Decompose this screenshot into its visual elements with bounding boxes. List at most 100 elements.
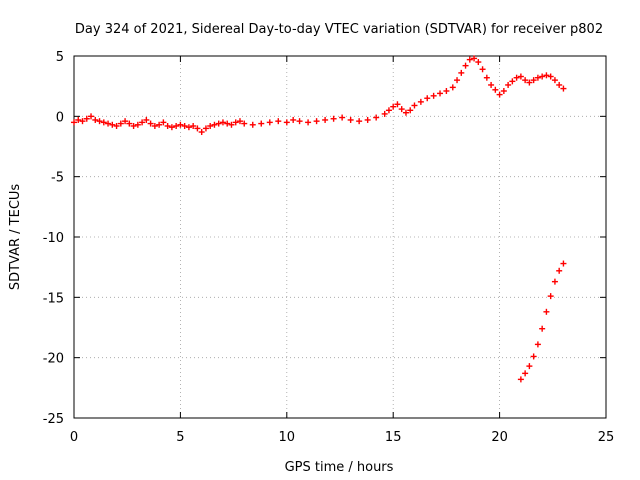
data-point xyxy=(79,118,86,125)
data-point xyxy=(134,121,141,128)
data-point xyxy=(530,353,537,360)
x-axis-label: GPS time / hours xyxy=(285,460,394,475)
data-point xyxy=(117,120,124,127)
data-point xyxy=(275,118,282,125)
data-point xyxy=(168,124,175,131)
data-point xyxy=(258,120,265,127)
y-tick-label: -10 xyxy=(43,231,64,246)
data-point xyxy=(177,121,184,128)
data-point xyxy=(543,308,550,315)
data-point xyxy=(551,278,558,285)
data-point xyxy=(215,120,222,127)
data-point xyxy=(454,77,461,84)
x-tick-label: 10 xyxy=(279,430,296,445)
data-point xyxy=(488,81,495,88)
data-point xyxy=(347,116,354,123)
data-point xyxy=(211,121,218,128)
data-point xyxy=(500,87,507,94)
data-point xyxy=(534,341,541,348)
data-point xyxy=(156,121,163,128)
data-point xyxy=(394,101,401,108)
data-point xyxy=(164,122,171,129)
data-point xyxy=(313,118,320,125)
data-point xyxy=(109,121,116,128)
data-point xyxy=(479,66,486,73)
data-point xyxy=(147,120,154,127)
data-point xyxy=(305,119,312,126)
x-tick-label: 25 xyxy=(598,430,615,445)
data-point xyxy=(185,124,192,131)
data-point xyxy=(437,90,444,97)
data-point xyxy=(522,370,529,377)
data-point xyxy=(83,115,90,122)
data-point xyxy=(539,325,546,332)
data-point xyxy=(449,84,456,91)
y-tick-label: 5 xyxy=(56,50,64,65)
data-point xyxy=(560,85,567,92)
data-point xyxy=(402,109,409,116)
data-point xyxy=(411,102,418,109)
data-point xyxy=(517,376,524,383)
data-point xyxy=(505,81,512,88)
data-point xyxy=(143,116,150,123)
y-tick-label: -25 xyxy=(43,412,64,427)
data-point xyxy=(475,59,482,66)
axis-ticks: 0 5 10 15 20 25 5 0 -5 -10 -15 -20 -25 xyxy=(43,50,615,445)
data-point xyxy=(105,120,112,127)
y-axis-label: SDTVAR / TECUs xyxy=(8,184,23,291)
data-point xyxy=(290,116,297,123)
data-point xyxy=(471,55,478,62)
data-point xyxy=(381,110,388,117)
data-point xyxy=(202,125,209,132)
data-point xyxy=(100,119,107,126)
data-point xyxy=(92,116,99,123)
data-point xyxy=(181,122,188,129)
data-point xyxy=(224,120,231,127)
data-point xyxy=(462,62,469,69)
data-point xyxy=(283,119,290,126)
data-point xyxy=(339,114,346,121)
data-point xyxy=(126,120,133,127)
data-point xyxy=(113,122,120,129)
data-point xyxy=(522,77,529,84)
data-point xyxy=(198,129,205,136)
data-point xyxy=(249,121,256,128)
data-point xyxy=(373,114,380,121)
data-point xyxy=(241,120,248,127)
data-point xyxy=(547,73,554,80)
data-point xyxy=(194,125,201,132)
data-point xyxy=(526,79,533,86)
data-point xyxy=(543,72,550,79)
y-tick-label: 0 xyxy=(56,110,64,125)
x-tick-label: 0 xyxy=(70,430,78,445)
data-point xyxy=(88,113,95,120)
chart-title: Day 324 of 2021, Sidereal Day-to-day VTE… xyxy=(75,22,603,37)
data-point xyxy=(417,98,424,105)
data-point xyxy=(151,122,158,129)
data-point xyxy=(130,122,137,129)
y-tick-label: -5 xyxy=(51,171,64,186)
data-point xyxy=(385,107,392,114)
data-point xyxy=(551,77,558,84)
data-point xyxy=(492,86,499,93)
y-tick-label: -20 xyxy=(43,352,64,367)
data-point xyxy=(556,81,563,88)
data-point xyxy=(496,91,503,98)
data-point xyxy=(424,95,431,102)
x-tick-label: 15 xyxy=(385,430,402,445)
data-point xyxy=(75,116,82,123)
data-point xyxy=(296,118,303,125)
x-tick-label: 20 xyxy=(491,430,508,445)
data-point xyxy=(458,69,465,76)
data-point xyxy=(232,119,239,126)
data-point xyxy=(509,78,516,85)
data-point xyxy=(122,118,129,125)
grid-lines xyxy=(74,56,606,418)
data-point xyxy=(364,116,371,123)
data-point xyxy=(390,103,397,110)
y-tick-label: -15 xyxy=(43,291,64,306)
data-point xyxy=(513,74,520,81)
data-point xyxy=(526,363,533,370)
data-point xyxy=(139,119,146,126)
data-point xyxy=(466,56,473,63)
